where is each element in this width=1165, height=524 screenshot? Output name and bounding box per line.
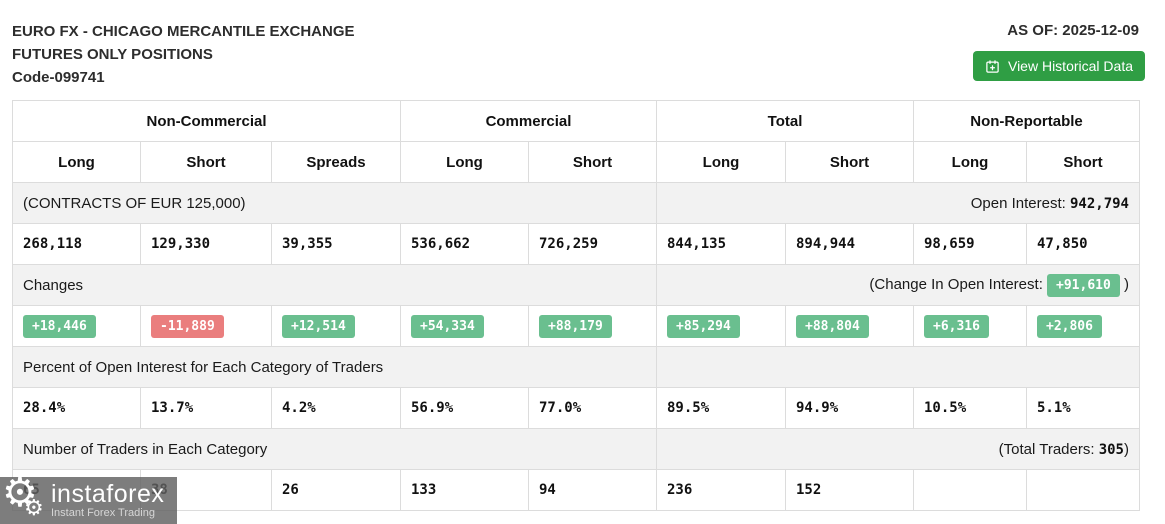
change-cell: +88,804 (785, 305, 914, 347)
instaforex-brand: instaforex (51, 480, 165, 508)
contracts-row: (CONTRACTS OF EUR 125,000) Open Interest… (12, 182, 1140, 224)
report-title-line1: EURO FX - CHICAGO MERCANTILE EXCHANGE (12, 23, 355, 40)
position-value: 536,662 (400, 223, 529, 265)
col-header: Short (1026, 141, 1140, 183)
col-header: Long (913, 141, 1027, 183)
change-open-interest-cell: (Change In Open Interest: +91,610 ) (656, 264, 1140, 306)
position-value: 129,330 (140, 223, 272, 265)
change-oi-suffix: ) (1119, 275, 1129, 293)
open-interest-label: Open Interest: (970, 194, 1070, 212)
percents-row: 28.4% 13.7% 4.2% 56.9% 77.0% 89.5% 94.9%… (12, 387, 1140, 429)
percent-label-row: Percent of Open Interest for Each Catego… (12, 346, 1140, 388)
col-header: Long (12, 141, 141, 183)
percent-value: 56.9% (400, 387, 529, 429)
col-header: Short (785, 141, 914, 183)
change-cell: +85,294 (656, 305, 786, 347)
position-value: 39,355 (271, 223, 401, 265)
change-cell: -11,889 (140, 305, 272, 347)
position-value: 98,659 (913, 223, 1027, 265)
percent-value: 77.0% (528, 387, 657, 429)
traders-value: 152 (785, 469, 914, 511)
total-traders-value: 305 (1098, 441, 1124, 458)
change-badge: +6,316 (924, 314, 989, 338)
traders-value: 133 (400, 469, 529, 511)
change-cell: +54,334 (400, 305, 529, 347)
col-header: Long (656, 141, 786, 183)
changes-label: Changes (12, 264, 657, 306)
group-header-commercial: Commercial (400, 100, 657, 142)
traders-label-row: Number of Traders in Each Category (Tota… (12, 428, 1140, 470)
position-value: 268,118 (12, 223, 141, 265)
view-historical-data-button[interactable]: View Historical Data (972, 51, 1145, 81)
traders-value: 94 (528, 469, 657, 511)
instaforex-watermark: ⚙ ⚙ instaforex Instant Forex Trading (0, 470, 177, 524)
cot-table: Non-Commercial Commercial Total Non-Repo… (12, 100, 1140, 511)
change-cell: +6,316 (913, 305, 1027, 347)
percent-value: 4.2% (271, 387, 401, 429)
change-badge: +2,806 (1037, 314, 1102, 338)
change-cell: +12,514 (271, 305, 401, 347)
traders-label: Number of Traders in Each Category (12, 428, 657, 470)
change-oi-badge: +91,610 (1047, 273, 1120, 297)
sub-header-row: Long Short Spreads Long Short Long Short… (12, 141, 1140, 183)
percent-label-spacer (656, 346, 1140, 388)
position-value: 47,850 (1026, 223, 1140, 265)
traders-value: 236 (656, 469, 786, 511)
position-value: 894,944 (785, 223, 914, 265)
percent-value: 28.4% (12, 387, 141, 429)
change-badge: -11,889 (151, 314, 224, 338)
change-cell: +2,806 (1026, 305, 1140, 347)
total-traders-suffix: ) (1124, 440, 1129, 458)
percent-value: 89.5% (656, 387, 786, 429)
report-title-line2: FUTURES ONLY POSITIONS (12, 46, 213, 63)
position-value: 844,135 (656, 223, 786, 265)
calendar-plus-icon (985, 59, 1000, 74)
total-traders-cell: (Total Traders: 305) (656, 428, 1140, 470)
change-cell: +88,179 (528, 305, 657, 347)
change-badge: +88,179 (539, 314, 612, 338)
open-interest-cell: Open Interest: 942,794 (656, 182, 1140, 224)
open-interest-value: 942,794 (1069, 195, 1129, 212)
changes-row: +18,446 -11,889 +12,514 +54,334 +88,179 … (12, 305, 1140, 347)
instaforex-watermark-text: instaforex Instant Forex Trading (51, 480, 165, 520)
change-oi-prefix: (Change In Open Interest: (869, 275, 1048, 293)
contracts-label: (CONTRACTS OF EUR 125,000) (12, 182, 657, 224)
percent-value: 94.9% (785, 387, 914, 429)
change-badge: +12,514 (282, 314, 355, 338)
total-traders-prefix: (Total Traders: (998, 440, 1099, 458)
percent-label: Percent of Open Interest for Each Catego… (12, 346, 657, 388)
change-badge: +54,334 (411, 314, 484, 338)
col-header: Spreads (271, 141, 401, 183)
col-header: Short (528, 141, 657, 183)
group-header-non-reportable: Non-Reportable (913, 100, 1140, 142)
col-header: Short (140, 141, 272, 183)
view-historical-data-label: View Historical Data (1007, 58, 1133, 74)
percent-value: 10.5% (913, 387, 1027, 429)
instaforex-tagline: Instant Forex Trading (51, 507, 155, 519)
group-header-non-commercial: Non-Commercial (12, 100, 401, 142)
report-code: Code-099741 (12, 69, 105, 86)
instaforex-gear-icon: ⚙ ⚙ (2, 470, 44, 520)
traders-row: 65 38 26 133 94 236 152 (12, 469, 1140, 511)
percent-value: 5.1% (1026, 387, 1140, 429)
change-badge: +88,804 (796, 314, 869, 338)
percent-value: 13.7% (140, 387, 272, 429)
changes-label-row: Changes (Change In Open Interest: +91,61… (12, 264, 1140, 306)
traders-value: 26 (271, 469, 401, 511)
position-value: 726,259 (528, 223, 657, 265)
change-badge: +85,294 (667, 314, 740, 338)
group-header-total: Total (656, 100, 914, 142)
change-badge: +18,446 (23, 314, 96, 338)
traders-value (913, 469, 1027, 511)
report-header: EURO FX - CHICAGO MERCANTILE EXCHANGE FU… (0, 0, 1165, 100)
group-header-row: Non-Commercial Commercial Total Non-Repo… (12, 100, 1140, 142)
change-cell: +18,446 (12, 305, 141, 347)
traders-value (1026, 469, 1140, 511)
col-header: Long (400, 141, 529, 183)
as-of-date: AS OF: 2025-12-09 (1007, 22, 1139, 39)
positions-row: 268,118 129,330 39,355 536,662 726,259 8… (12, 223, 1140, 265)
